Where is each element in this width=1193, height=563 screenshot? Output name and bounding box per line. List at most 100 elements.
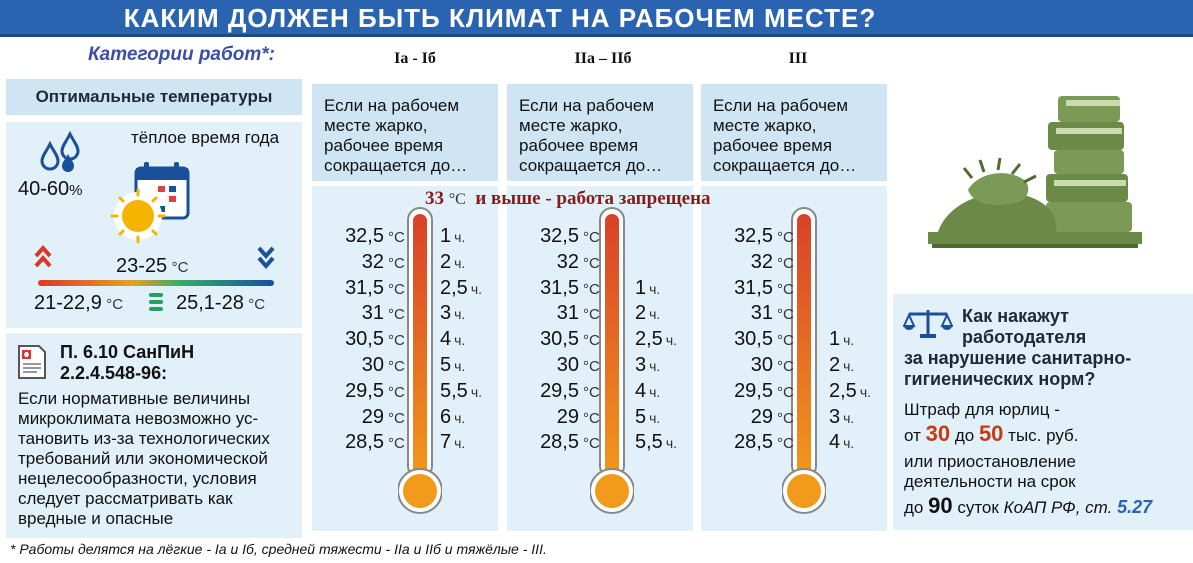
chevron-up-double-icon <box>34 244 52 277</box>
temperature-unit: °С <box>777 332 794 349</box>
condition-box-3: Если на рабочем месте жарко, рабочее вре… <box>701 84 887 181</box>
lower-range: 21-22,9 °С <box>34 292 123 315</box>
hours-value: 2,5 <box>829 380 857 402</box>
hours-unit: ч. <box>649 384 661 400</box>
condition-line: сокращается до… <box>519 156 663 175</box>
penalty-question-line: работодателя <box>962 327 1087 347</box>
temperature-value: 29,5 <box>734 380 773 402</box>
optimal-marker-icon <box>148 292 164 317</box>
temperature-unit: °С <box>583 281 600 298</box>
temperature-cell: 29 °С <box>322 406 414 429</box>
hours-unit: ч. <box>454 255 466 271</box>
temperature-gradient-bar <box>38 280 274 286</box>
sanpin-body-line: требований или экономической <box>18 449 268 468</box>
hours-value: 2 <box>635 302 647 324</box>
humidity-unit: % <box>69 182 83 199</box>
temperature-cell: 29,5 °С <box>517 380 609 403</box>
temperature-cell: 30,5 °С <box>711 328 803 351</box>
temperature-unit: °С <box>777 384 794 401</box>
column-heading-2: IIа – IIб <box>574 50 632 67</box>
temperature-cell: 28,5 °С <box>517 431 609 454</box>
temperature-cell: 32 °С <box>517 251 609 274</box>
sanpin-panel <box>6 333 302 538</box>
temperature-cell: 30,5 °С <box>322 328 414 351</box>
temperature-unit: °С <box>388 229 405 246</box>
fine-from-word: от <box>904 426 921 445</box>
hours-cell: 2,5 ч. <box>440 277 482 300</box>
temperature-value: 29,5 <box>345 380 384 402</box>
fine-article: 5.27 <box>1117 497 1153 517</box>
temperature-unit: °С <box>777 435 794 452</box>
categories-label: Категории работ*: <box>88 44 275 65</box>
temperature-cell: 29 °С <box>517 406 609 429</box>
optimal-range: 23-25 °С <box>116 255 188 278</box>
hours-cell: 1 ч. <box>829 328 854 351</box>
chevron-down-double-icon <box>257 244 275 277</box>
upper-range-value: 25,1-28 <box>176 292 244 314</box>
temperature-cell: 28,5 °С <box>711 431 803 454</box>
hours-value: 2 <box>829 354 841 376</box>
fine-up-to-word: до <box>904 498 924 517</box>
warning-text: и выше - работа запрещена <box>475 188 711 209</box>
hours-unit: ч. <box>649 358 661 374</box>
thermometer-1 <box>398 207 442 514</box>
temperature-unit: °С <box>583 410 600 427</box>
upper-range-unit: °С <box>248 296 266 313</box>
warning-temp: 33 <box>425 188 444 209</box>
season-label: тёплое время года <box>131 128 280 147</box>
temperature-cell: 32,5 °С <box>711 225 803 248</box>
lower-range-unit: °С <box>106 296 124 313</box>
sun-calendar-icon <box>108 160 194 251</box>
condition-line: рабочее время <box>324 136 444 155</box>
hours-cell: 4 ч. <box>635 380 660 403</box>
temperature-value: 31,5 <box>540 277 579 299</box>
condition-line: рабочее время <box>519 136 639 155</box>
penalty-question-line: Как накажут <box>962 306 1069 326</box>
thermometer-2 <box>590 207 634 514</box>
temperature-cell: 31 °С <box>517 302 609 325</box>
temperature-cell: 32,5 °С <box>322 225 414 248</box>
hours-unit: ч. <box>470 384 482 400</box>
hours-value: 3 <box>440 302 452 324</box>
fine-to-value: 50 <box>978 421 1004 446</box>
temperature-unit: °С <box>583 358 600 375</box>
prohibition-warning: 33 °С и выше - работа запрещена <box>425 188 711 210</box>
temperature-unit: °С <box>583 306 600 323</box>
page-title: КАКИМ ДОЛЖЕН БЫТЬ КЛИМАТ НА РАБОЧЕМ МЕСТ… <box>123 3 877 33</box>
temperature-unit: °С <box>388 384 405 401</box>
hours-unit: ч. <box>649 306 661 322</box>
hours-unit: ч. <box>454 435 466 451</box>
hours-value: 7 <box>440 431 452 453</box>
hours-unit: ч. <box>665 435 677 451</box>
temperature-value: 31 <box>750 302 773 324</box>
hours-cell: 2,5 ч. <box>635 328 677 351</box>
temperature-unit: °С <box>777 358 794 375</box>
temperature-value: 30,5 <box>540 328 579 350</box>
sanpin-body-line: тановить из-за технологических <box>18 429 270 448</box>
temperature-unit: °С <box>583 229 600 246</box>
fine-law: КоАП РФ, ст. <box>1003 498 1113 517</box>
column-heading-1: Iа - Iб <box>394 50 436 67</box>
hours-unit: ч. <box>843 332 855 348</box>
footnote: * Работы делятся на лёгкие - Iа и Iб, ср… <box>10 541 547 557</box>
temperature-unit: °С <box>777 229 794 246</box>
hours-unit: ч. <box>470 281 482 297</box>
temperature-unit: °С <box>777 410 794 427</box>
header-banner-edge <box>0 34 1193 37</box>
temperature-value: 30,5 <box>345 328 384 350</box>
penalty-question-line: за нарушение санитарно- <box>904 348 1132 368</box>
hours-value: 5 <box>635 406 647 428</box>
fine-duration: до 90 суток КоАП РФ, ст. 5.27 <box>904 495 1153 518</box>
temperature-cell: 30 °С <box>517 354 609 377</box>
temperature-cell: 30 °С <box>322 354 414 377</box>
temperature-unit: °С <box>388 435 405 452</box>
temperature-value: 30 <box>556 354 579 376</box>
temperature-value: 29 <box>750 406 773 428</box>
column-heading-3: III <box>788 50 808 67</box>
temperature-unit: °С <box>583 384 600 401</box>
temperature-value: 29 <box>556 406 579 428</box>
sanpin-body-line: нецелесообразности, условия <box>18 469 257 488</box>
warning-unit: °С <box>448 191 466 208</box>
condition-line: Если на рабочем <box>713 96 849 115</box>
hours-value: 2,5 <box>635 328 663 350</box>
